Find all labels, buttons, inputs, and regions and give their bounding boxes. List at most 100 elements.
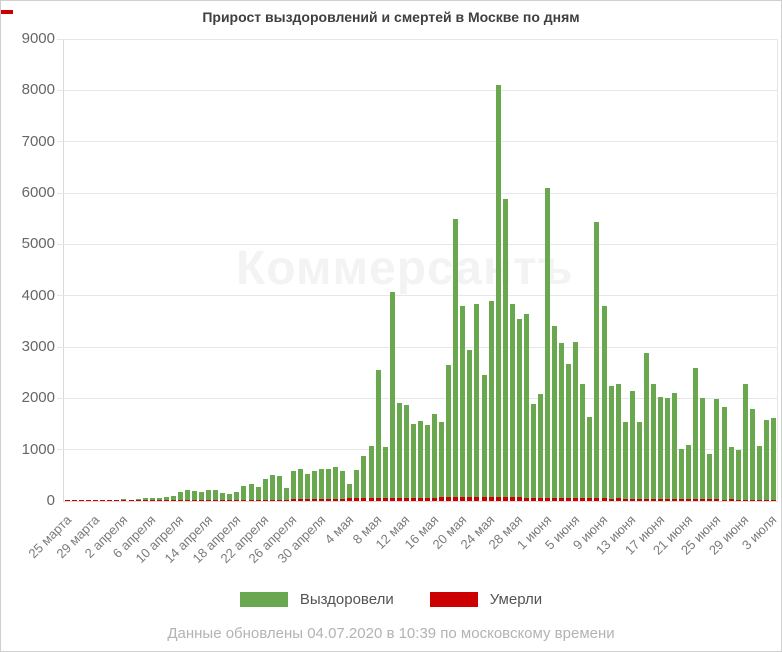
deaths-bar[interactable] (354, 498, 360, 501)
recovered-bar[interactable] (573, 341, 579, 501)
recovered-bar[interactable] (474, 303, 480, 501)
deaths-bar[interactable] (283, 499, 289, 501)
recovered-bar[interactable] (728, 447, 734, 501)
deaths-bar[interactable] (432, 497, 438, 501)
recovered-bar[interactable] (269, 475, 275, 501)
deaths-bar[interactable] (312, 499, 318, 501)
deaths-bar[interactable] (460, 497, 466, 501)
recovered-bar[interactable] (502, 198, 508, 501)
deaths-bar[interactable] (86, 500, 92, 501)
deaths-bar[interactable] (467, 497, 473, 501)
recovered-bar[interactable] (594, 222, 600, 501)
recovered-bar[interactable] (192, 491, 198, 501)
recovered-bar[interactable] (354, 470, 360, 501)
deaths-legend-swatch[interactable] (429, 591, 478, 607)
recovered-bar[interactable] (185, 489, 190, 501)
deaths-bar[interactable] (707, 499, 713, 501)
deaths-bar[interactable] (163, 500, 169, 501)
deaths-bar[interactable] (396, 497, 402, 501)
deaths-bar[interactable] (679, 499, 685, 501)
deaths-bar[interactable] (206, 500, 212, 501)
recovered-bar[interactable] (410, 424, 416, 501)
deaths-bar[interactable] (700, 499, 706, 501)
deaths-bar[interactable] (149, 500, 155, 501)
recovered-bar[interactable] (255, 487, 261, 501)
deaths-bar[interactable] (693, 499, 699, 501)
deaths-bar[interactable] (185, 500, 190, 501)
recovered-bar[interactable] (248, 484, 254, 501)
recovered-bar[interactable] (650, 384, 656, 501)
deaths-bar[interactable] (234, 500, 240, 501)
deaths-bar[interactable] (403, 497, 409, 501)
deaths-bar[interactable] (636, 498, 642, 501)
deaths-bar[interactable] (552, 497, 558, 501)
recovered-legend-label[interactable]: Выздоровели (299, 590, 394, 608)
deaths-bar[interactable] (495, 497, 501, 501)
deaths-bar[interactable] (128, 500, 134, 501)
deaths-bar[interactable] (290, 499, 296, 501)
deaths-bar[interactable] (615, 498, 621, 501)
recovered-bar[interactable] (199, 492, 205, 501)
recovered-bar[interactable] (672, 393, 678, 501)
recovered-bar[interactable] (552, 325, 558, 501)
deaths-bar[interactable] (170, 500, 176, 501)
deaths-bar[interactable] (142, 500, 148, 501)
recovered-bar[interactable] (545, 188, 551, 501)
recovered-bar[interactable] (114, 499, 120, 501)
deaths-bar[interactable] (587, 498, 593, 501)
deaths-bar[interactable] (608, 498, 614, 501)
deaths-bar[interactable] (559, 497, 565, 501)
deaths-bar[interactable] (735, 499, 741, 501)
recovered-bar[interactable] (382, 446, 388, 501)
recovered-bar[interactable] (629, 391, 635, 501)
recovered-bar[interactable] (283, 488, 289, 501)
recovered-bar[interactable] (213, 489, 219, 501)
recovered-bar[interactable] (679, 449, 685, 501)
deaths-bar[interactable] (523, 497, 529, 501)
recovered-bar[interactable] (312, 470, 318, 501)
recovered-bar[interactable] (361, 456, 367, 501)
recovered-bar[interactable] (742, 383, 748, 501)
deaths-bar[interactable] (121, 500, 127, 501)
deaths-bar[interactable] (728, 499, 734, 501)
recovered-bar[interactable] (665, 397, 671, 501)
recovered-bar[interactable] (417, 421, 423, 501)
deaths-bar[interactable] (114, 500, 120, 501)
deaths-bar[interactable] (446, 497, 452, 501)
deaths-bar[interactable] (72, 500, 78, 501)
recovered-bar[interactable] (403, 405, 409, 501)
recovered-bar[interactable] (297, 468, 303, 501)
deaths-bar[interactable] (721, 499, 727, 501)
recovered-bar[interactable] (135, 498, 141, 501)
deaths-bar[interactable] (255, 499, 261, 501)
recovered-bar[interactable] (177, 491, 183, 501)
deaths-bar[interactable] (135, 500, 141, 501)
recovered-bar[interactable] (432, 414, 438, 501)
recovered-bar[interactable] (657, 396, 663, 501)
recovered-bar[interactable] (622, 421, 628, 501)
deaths-bar[interactable] (100, 500, 106, 501)
deaths-bar[interactable] (481, 497, 487, 501)
deaths-bar[interactable] (629, 498, 635, 501)
recovered-bar[interactable] (516, 319, 522, 501)
recovered-bar[interactable] (375, 370, 381, 501)
recovered-bar[interactable] (220, 492, 226, 501)
deaths-bar[interactable] (509, 497, 515, 501)
deaths-bar[interactable] (389, 497, 395, 501)
recovered-bar[interactable] (707, 454, 713, 501)
recovered-legend-swatch[interactable] (239, 591, 288, 607)
deaths-bar[interactable] (220, 500, 226, 501)
recovered-bar[interactable] (368, 446, 374, 501)
deaths-bar[interactable] (410, 497, 416, 501)
recovered-bar[interactable] (467, 349, 473, 501)
recovered-bar[interactable] (749, 408, 755, 501)
deaths-bar[interactable] (93, 500, 99, 501)
deaths-bar[interactable] (199, 500, 205, 501)
recovered-bar[interactable] (163, 497, 169, 501)
recovered-bar[interactable] (347, 483, 353, 501)
deaths-bar[interactable] (241, 500, 247, 501)
deaths-bar[interactable] (545, 497, 551, 501)
deaths-bar[interactable] (375, 498, 381, 501)
deaths-bar[interactable] (756, 499, 762, 501)
deaths-bar[interactable] (347, 498, 353, 501)
